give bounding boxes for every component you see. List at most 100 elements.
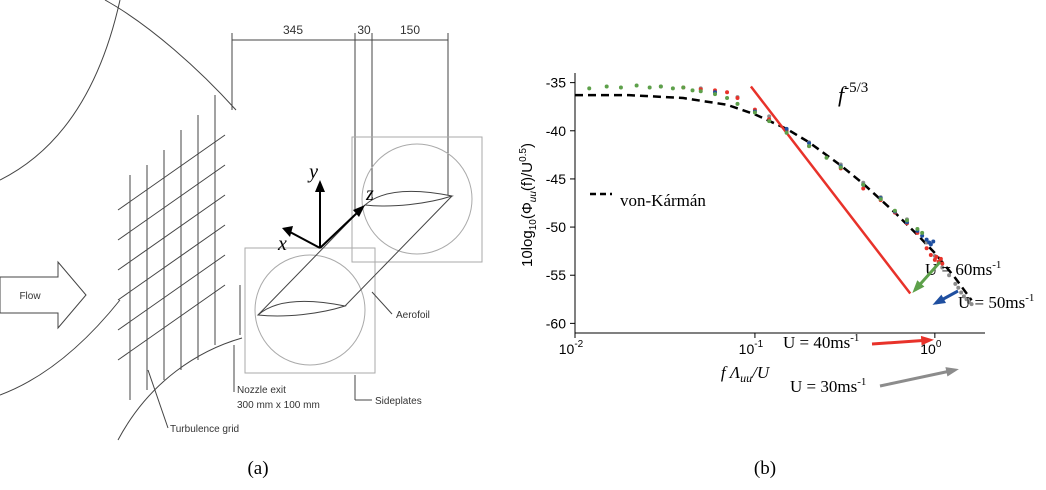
- caption: (b): [754, 458, 776, 479]
- nozzle-wall: [0, 299, 121, 396]
- data-point: [658, 84, 663, 89]
- tick-base: 10: [559, 341, 575, 357]
- annotation-arrow: [879, 368, 956, 388]
- data-point: [861, 186, 866, 191]
- data-point: [938, 256, 943, 261]
- series-label: U = 50ms-1: [958, 292, 1034, 312]
- reference-base: f: [838, 82, 847, 107]
- y-tick-label: -55: [546, 267, 566, 283]
- data-point: [904, 218, 909, 223]
- y-tick-label: -60: [546, 315, 566, 331]
- data-point: [824, 155, 829, 160]
- series-label: U = 30ms-1: [790, 376, 866, 396]
- data-point: [681, 85, 686, 90]
- data-point: [698, 89, 703, 94]
- x-label-part: uu: [740, 371, 752, 385]
- series-name: U = 40ms: [783, 333, 850, 352]
- data-point: [725, 90, 730, 95]
- data-point: [892, 208, 897, 213]
- data-point: [735, 96, 740, 101]
- data-point: [878, 197, 883, 202]
- reference-exponent: -5/3: [844, 80, 868, 96]
- x-label-part: f Λ: [721, 363, 741, 382]
- leader: [371, 291, 393, 315]
- data-point: [915, 227, 920, 231]
- data-point: [931, 239, 936, 244]
- arrow-head: [945, 367, 959, 377]
- x-tick-label: 10-1: [739, 339, 764, 357]
- flow-arrow: [0, 260, 87, 330]
- y-label-part: 0.5: [518, 148, 529, 162]
- data-point: [767, 114, 772, 119]
- legend-label: von-Kármán: [620, 191, 706, 210]
- aerofoil-label: Aerofoil: [396, 310, 430, 321]
- dimension: 345: [283, 23, 303, 37]
- data-point: [861, 182, 866, 187]
- arrow-head: [932, 294, 946, 305]
- nozzle-label: 300 mm x 100 mm: [237, 400, 320, 411]
- data-point: [969, 302, 974, 307]
- model-line: [575, 93, 973, 301]
- x-axis-label: f Λuu/U: [721, 363, 771, 385]
- y-label-part: uu: [528, 191, 539, 203]
- data-point: [956, 285, 961, 290]
- data-point: [924, 237, 929, 242]
- x-tick-label: 100: [920, 339, 942, 357]
- arrow-head: [920, 335, 934, 346]
- data-point: [961, 294, 966, 299]
- tick-exponent: -2: [574, 339, 583, 350]
- data-point: [920, 230, 925, 235]
- axis-z: z: [365, 183, 374, 205]
- data-point: [725, 96, 730, 101]
- data-point: [964, 297, 969, 302]
- series-label: U = 40ms-1: [783, 332, 859, 352]
- coord-axes: [282, 180, 365, 249]
- y-tick-label: -45: [546, 171, 566, 187]
- reference-label: f-5/3: [838, 80, 868, 107]
- y-label-part: 10: [528, 219, 539, 231]
- data-point: [934, 254, 939, 259]
- turbulence-grid: [117, 95, 226, 400]
- axis-y: y: [307, 161, 318, 183]
- y-tick-label: -35: [546, 75, 566, 91]
- data-point: [953, 281, 958, 286]
- series-name: U = 60ms: [925, 260, 992, 279]
- y-axis-label: 10log10(Φuu(f)/U0.5): [518, 143, 539, 267]
- data-point: [924, 246, 929, 251]
- tick-base: 10: [739, 341, 755, 357]
- series-exponent: -1: [992, 259, 1001, 271]
- data-point: [647, 85, 652, 90]
- data-point: [690, 88, 695, 93]
- sideplates-label: Sideplates: [375, 396, 422, 407]
- x-label-part: /U: [751, 363, 771, 382]
- data-point: [959, 290, 964, 295]
- data-point: [784, 130, 789, 135]
- data-point: [634, 83, 639, 88]
- data-point: [807, 144, 812, 149]
- tick-exponent: -1: [754, 339, 763, 350]
- grid-label: Turbulence grid: [170, 424, 239, 435]
- data-point: [735, 101, 740, 106]
- data-point: [752, 110, 757, 115]
- data-point: [940, 261, 945, 266]
- nozzle-wall: [0, 0, 121, 181]
- series-name: U = 30ms: [790, 377, 857, 396]
- axis-x: x: [277, 233, 287, 255]
- arrow-head: [912, 280, 925, 293]
- y-label-part: 10log: [519, 230, 536, 267]
- leader: [147, 369, 169, 429]
- x-tick-label: 10-2: [559, 339, 584, 357]
- series-exponent: -1: [1025, 292, 1034, 304]
- test-section: [239, 136, 483, 374]
- tick-exponent: 0: [936, 339, 942, 350]
- data-point: [807, 141, 812, 146]
- data-point: [604, 84, 609, 89]
- flow-label: Flow: [19, 291, 41, 302]
- data-point: [784, 126, 789, 131]
- annotation-arrow: [871, 338, 931, 346]
- dimension: 30: [357, 23, 371, 37]
- nozzle-label: Nozzle exit: [237, 385, 286, 396]
- data-point: [928, 253, 933, 257]
